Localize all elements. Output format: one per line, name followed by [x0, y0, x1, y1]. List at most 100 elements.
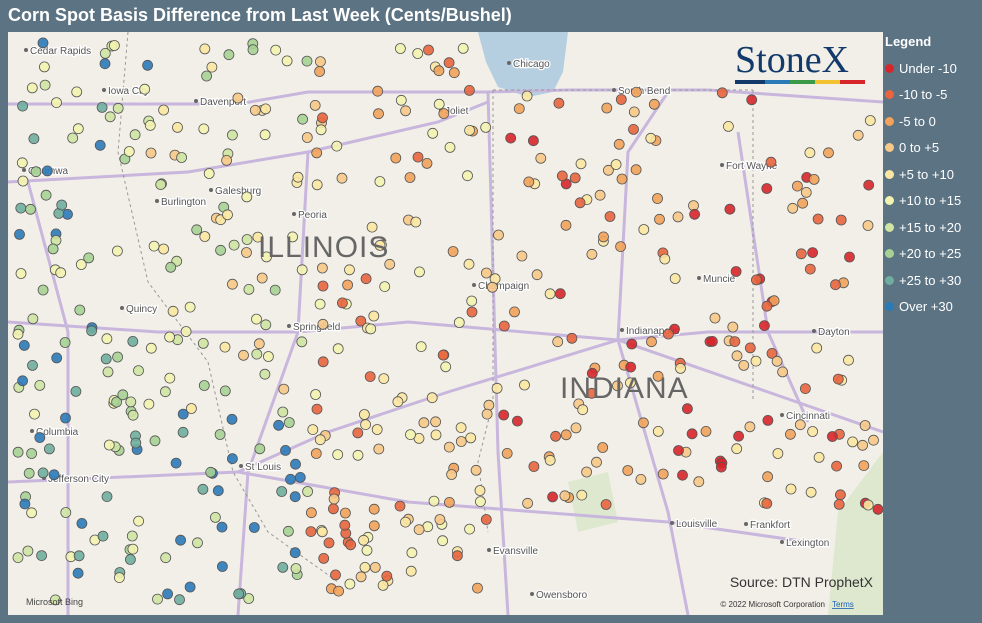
- legend-item: +15 to +20: [885, 214, 961, 241]
- city-label: Dayton: [818, 327, 850, 338]
- location-dot: [400, 516, 411, 528]
- location-dot: [433, 98, 445, 110]
- location-dot: [863, 179, 875, 191]
- city-marker: [812, 329, 816, 333]
- location-dot: [645, 132, 657, 144]
- copyright: © 2022 Microsoft Corporation: [720, 600, 825, 609]
- location-dot: [493, 229, 504, 241]
- location-dot: [521, 90, 533, 102]
- location-dot: [164, 372, 176, 384]
- location-dot: [765, 156, 777, 168]
- location-dot: [75, 259, 87, 270]
- location-dot: [379, 281, 391, 293]
- location-dot: [314, 434, 326, 446]
- location-dot: [807, 247, 818, 259]
- location-dot: [17, 100, 29, 112]
- location-dot: [594, 189, 606, 201]
- location-dot: [142, 59, 154, 71]
- location-dot: [631, 86, 642, 98]
- state-label: INDIANA: [560, 372, 689, 405]
- location-dot: [297, 113, 309, 125]
- location-dot: [100, 353, 112, 365]
- location-dot: [317, 356, 329, 368]
- location-dot: [750, 355, 762, 367]
- location-dot: [762, 471, 773, 483]
- location-dot: [443, 441, 455, 453]
- location-dot: [672, 211, 684, 223]
- location-dot: [26, 507, 38, 519]
- location-dot: [832, 373, 844, 385]
- location-dot: [72, 123, 84, 135]
- location-dot: [663, 328, 674, 340]
- location-dot: [277, 406, 289, 418]
- location-dot: [800, 186, 812, 198]
- location-dot: [285, 473, 296, 485]
- location-dot: [342, 279, 354, 291]
- location-dot: [560, 219, 572, 231]
- location-dot: [794, 419, 806, 431]
- location-dot: [254, 443, 266, 455]
- location-dot: [175, 534, 187, 546]
- location-dot: [833, 498, 845, 510]
- terms-link[interactable]: Terms: [832, 600, 854, 609]
- location-dot: [361, 545, 373, 556]
- location-dot: [102, 366, 114, 378]
- location-dot: [282, 525, 294, 537]
- location-dot: [738, 359, 750, 371]
- location-dot: [597, 442, 609, 453]
- location-dot: [228, 239, 240, 251]
- location-dot: [405, 429, 416, 441]
- location-dot: [359, 562, 371, 573]
- location-dot: [331, 140, 343, 152]
- location-dot: [481, 408, 493, 420]
- location-dot: [165, 261, 177, 273]
- source: Source: DTN ProphetX: [730, 574, 874, 590]
- location-dot: [290, 458, 301, 470]
- location-dot: [145, 342, 157, 354]
- legend-label: +25 to +30: [899, 272, 962, 288]
- location-dot: [251, 348, 263, 360]
- location-dot: [772, 448, 784, 459]
- location-dot: [610, 159, 622, 170]
- location-dot: [377, 580, 389, 591]
- location-dot: [448, 67, 460, 79]
- location-dot: [112, 245, 123, 257]
- location-dot: [716, 87, 728, 99]
- legend-item: -5 to 0: [885, 108, 961, 135]
- location-dot: [262, 351, 274, 362]
- legend-swatch: [885, 116, 894, 126]
- location-dot: [381, 570, 393, 582]
- location-dot: [369, 562, 381, 573]
- legend-label: -5 to 0: [899, 113, 936, 129]
- location-dot: [238, 349, 249, 361]
- location-dot: [727, 321, 739, 333]
- city-label: Lexington: [786, 538, 829, 549]
- location-dot: [501, 447, 513, 459]
- location-dot: [127, 543, 139, 555]
- city-marker: [487, 548, 491, 552]
- legend-item: Under -10: [885, 55, 961, 82]
- location-dot: [421, 157, 433, 169]
- location-dot: [314, 298, 326, 310]
- location-dot: [544, 454, 556, 466]
- city-label: Champaign: [478, 281, 529, 292]
- location-dot: [868, 434, 879, 446]
- location-dot: [812, 213, 824, 225]
- location-dot: [29, 408, 40, 420]
- city-marker: [155, 199, 159, 203]
- city-marker: [30, 429, 34, 433]
- location-dot: [70, 385, 82, 397]
- location-dot: [212, 485, 224, 497]
- location-dot: [256, 272, 268, 284]
- location-dot: [531, 269, 543, 281]
- location-dot: [394, 500, 406, 512]
- location-dot: [365, 323, 377, 335]
- location-dot: [197, 483, 209, 495]
- legend-label: 0 to +5: [899, 140, 940, 156]
- city-label: Columbia: [36, 427, 79, 438]
- location-dot: [332, 343, 344, 355]
- location-dot: [243, 593, 255, 604]
- legend-item: +10 to +15: [885, 188, 961, 215]
- location-dot: [269, 284, 281, 296]
- location-dot: [34, 432, 46, 443]
